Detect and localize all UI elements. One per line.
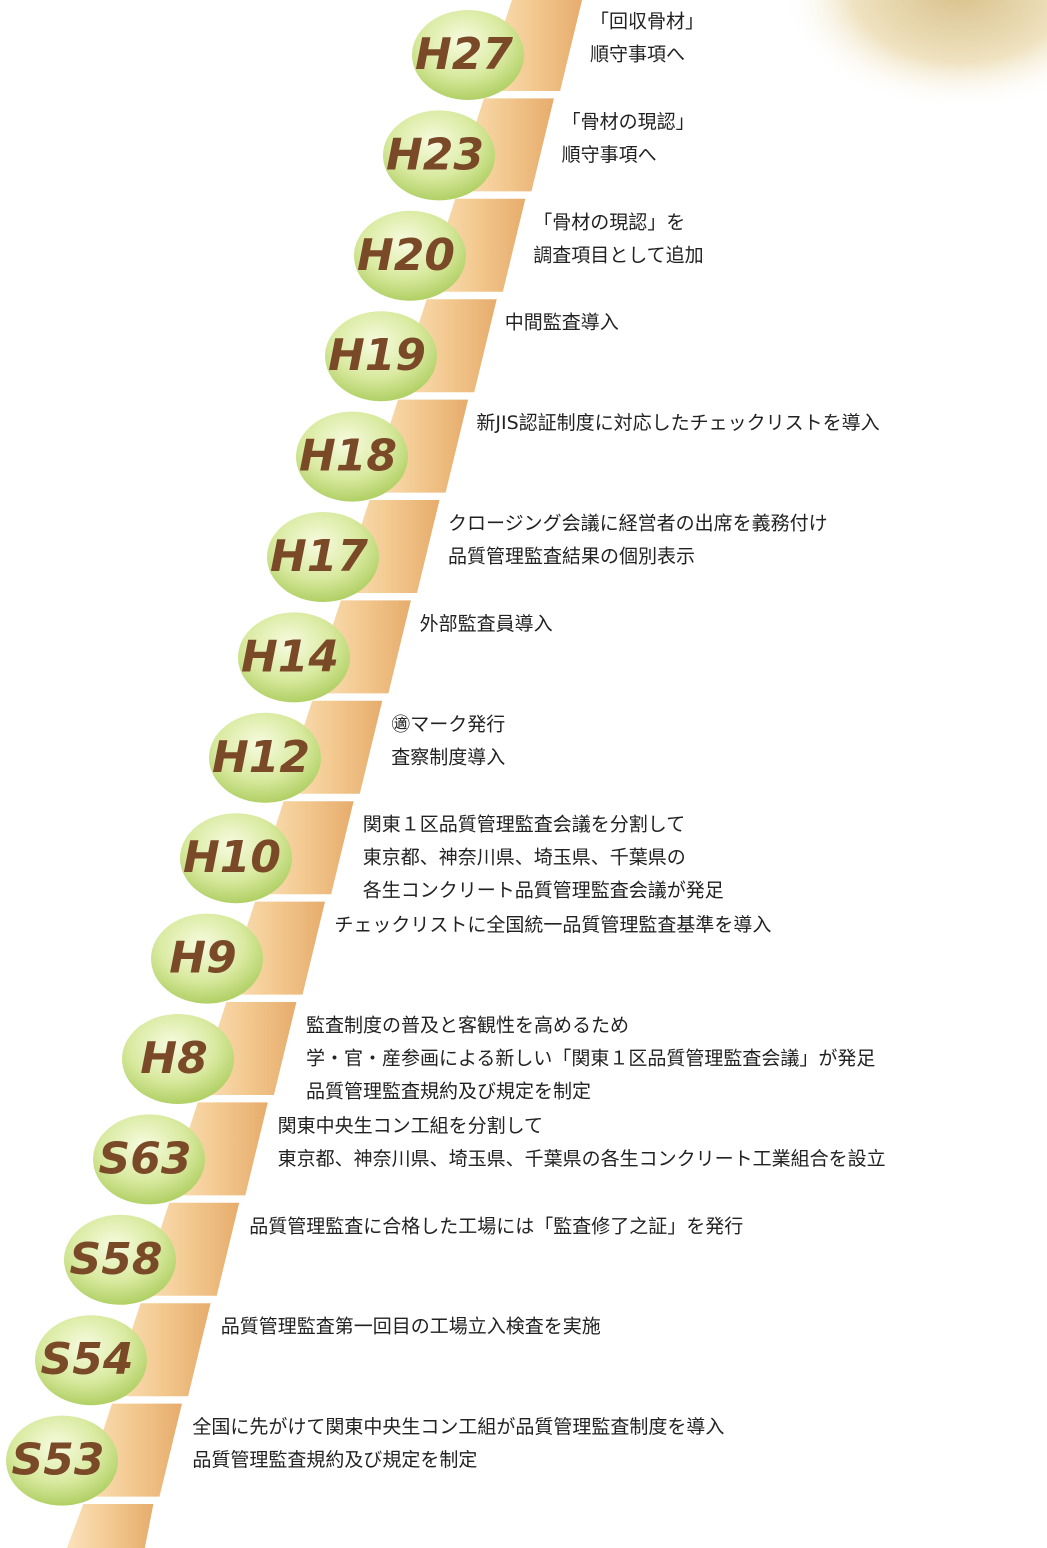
event-text: 品質管理監査結果の個別表示 [448,546,695,568]
event-text: ㊜マーク発行 [391,713,505,735]
event-text: 東京都、神奈川県、埼玉県、千葉県の [363,847,686,869]
timeline-items: H27「回収骨材」順守事項へH23「骨材の現認」順守事項へH20「骨材の現認」を… [6,10,886,1506]
era-label: S63 [99,1133,192,1184]
event-text: 学・官・産参画による新しい「関東１区品質管理監査会議」が発足 [306,1048,875,1070]
stair-step [67,1504,154,1548]
era-label: H14 [241,631,339,682]
event-text: チェックリストに全国統一品質管理監査基準を導入 [334,914,771,936]
event-text: 品質管理監査に合格した工場には「監査修了之証」を発行 [249,1215,743,1237]
timeline-item: H10 関東１区品質管理監査会議を分割して東京都、神奈川県、埼玉県、千葉県の各生コ… [180,813,724,903]
era-label: H19 [328,330,426,381]
event-text: 「回収骨材」 [590,11,704,33]
event-text: 「骨材の現認」を [533,211,685,233]
event-text: 「骨材の現認」 [562,111,695,133]
event-text: 東京都、神奈川県、埼玉県、千葉県の各生コンクリート工業組合を設立 [278,1148,886,1170]
era-label: H17 [270,531,368,582]
era-label: H20 [357,230,455,281]
event-text: 調査項目として追加 [533,244,703,266]
era-label: S53 [12,1435,105,1486]
event-text: 関東１区品質管理監査会議を分割して [363,814,685,836]
timeline-item: H18 新JIS認証制度に対応したチェックリストを導入 [296,412,880,502]
event-text: 中間監査導入 [505,312,619,334]
era-label: S58 [70,1234,163,1285]
era-label: H9 [169,933,236,984]
decoration [780,0,1047,130]
timeline-item: H9 チェックリストに全国統一品質管理監査基準を導入 [151,914,771,1004]
timeline: H27「回収骨材」順守事項へH23「骨材の現認」順守事項へH20「骨材の現認」を… [0,0,1047,1548]
era-label: H12 [212,732,310,783]
event-text: 外部監査員導入 [420,613,553,635]
event-text: 順守事項へ [562,144,657,166]
era-label: S54 [41,1334,134,1385]
event-text: 関東中央生コン工組を分割して [278,1115,543,1137]
event-text: 品質管理監査規約及び規定を制定 [192,1449,477,1471]
event-text: 全国に先がけて関東中央生コン工組が品質管理監査制度を導入 [192,1416,724,1438]
timeline-item: S54 品質管理監査第一回目の工場立入検査を実施 [35,1315,601,1405]
era-label: H23 [386,129,484,180]
event-text: 各生コンクリート品質管理監査会議が発足 [363,880,724,902]
event-text: 品質管理監査規約及び規定を制定 [306,1081,591,1103]
event-text: 監査制度の普及と客観性を高めるため [306,1015,629,1037]
event-text: 査察制度導入 [391,746,505,768]
event-text: 品質管理監査第一回目の工場立入検査を実施 [221,1316,601,1338]
era-label: H18 [299,431,397,482]
event-text: 順守事項へ [590,44,685,66]
event-text: クロージング会議に経営者の出席を義務付け [448,513,828,535]
era-label: H8 [140,1033,207,1084]
event-text: 新JIS認証制度に対応したチェックリストを導入 [476,412,879,434]
era-label: H27 [415,29,513,80]
era-label: H10 [183,832,281,883]
